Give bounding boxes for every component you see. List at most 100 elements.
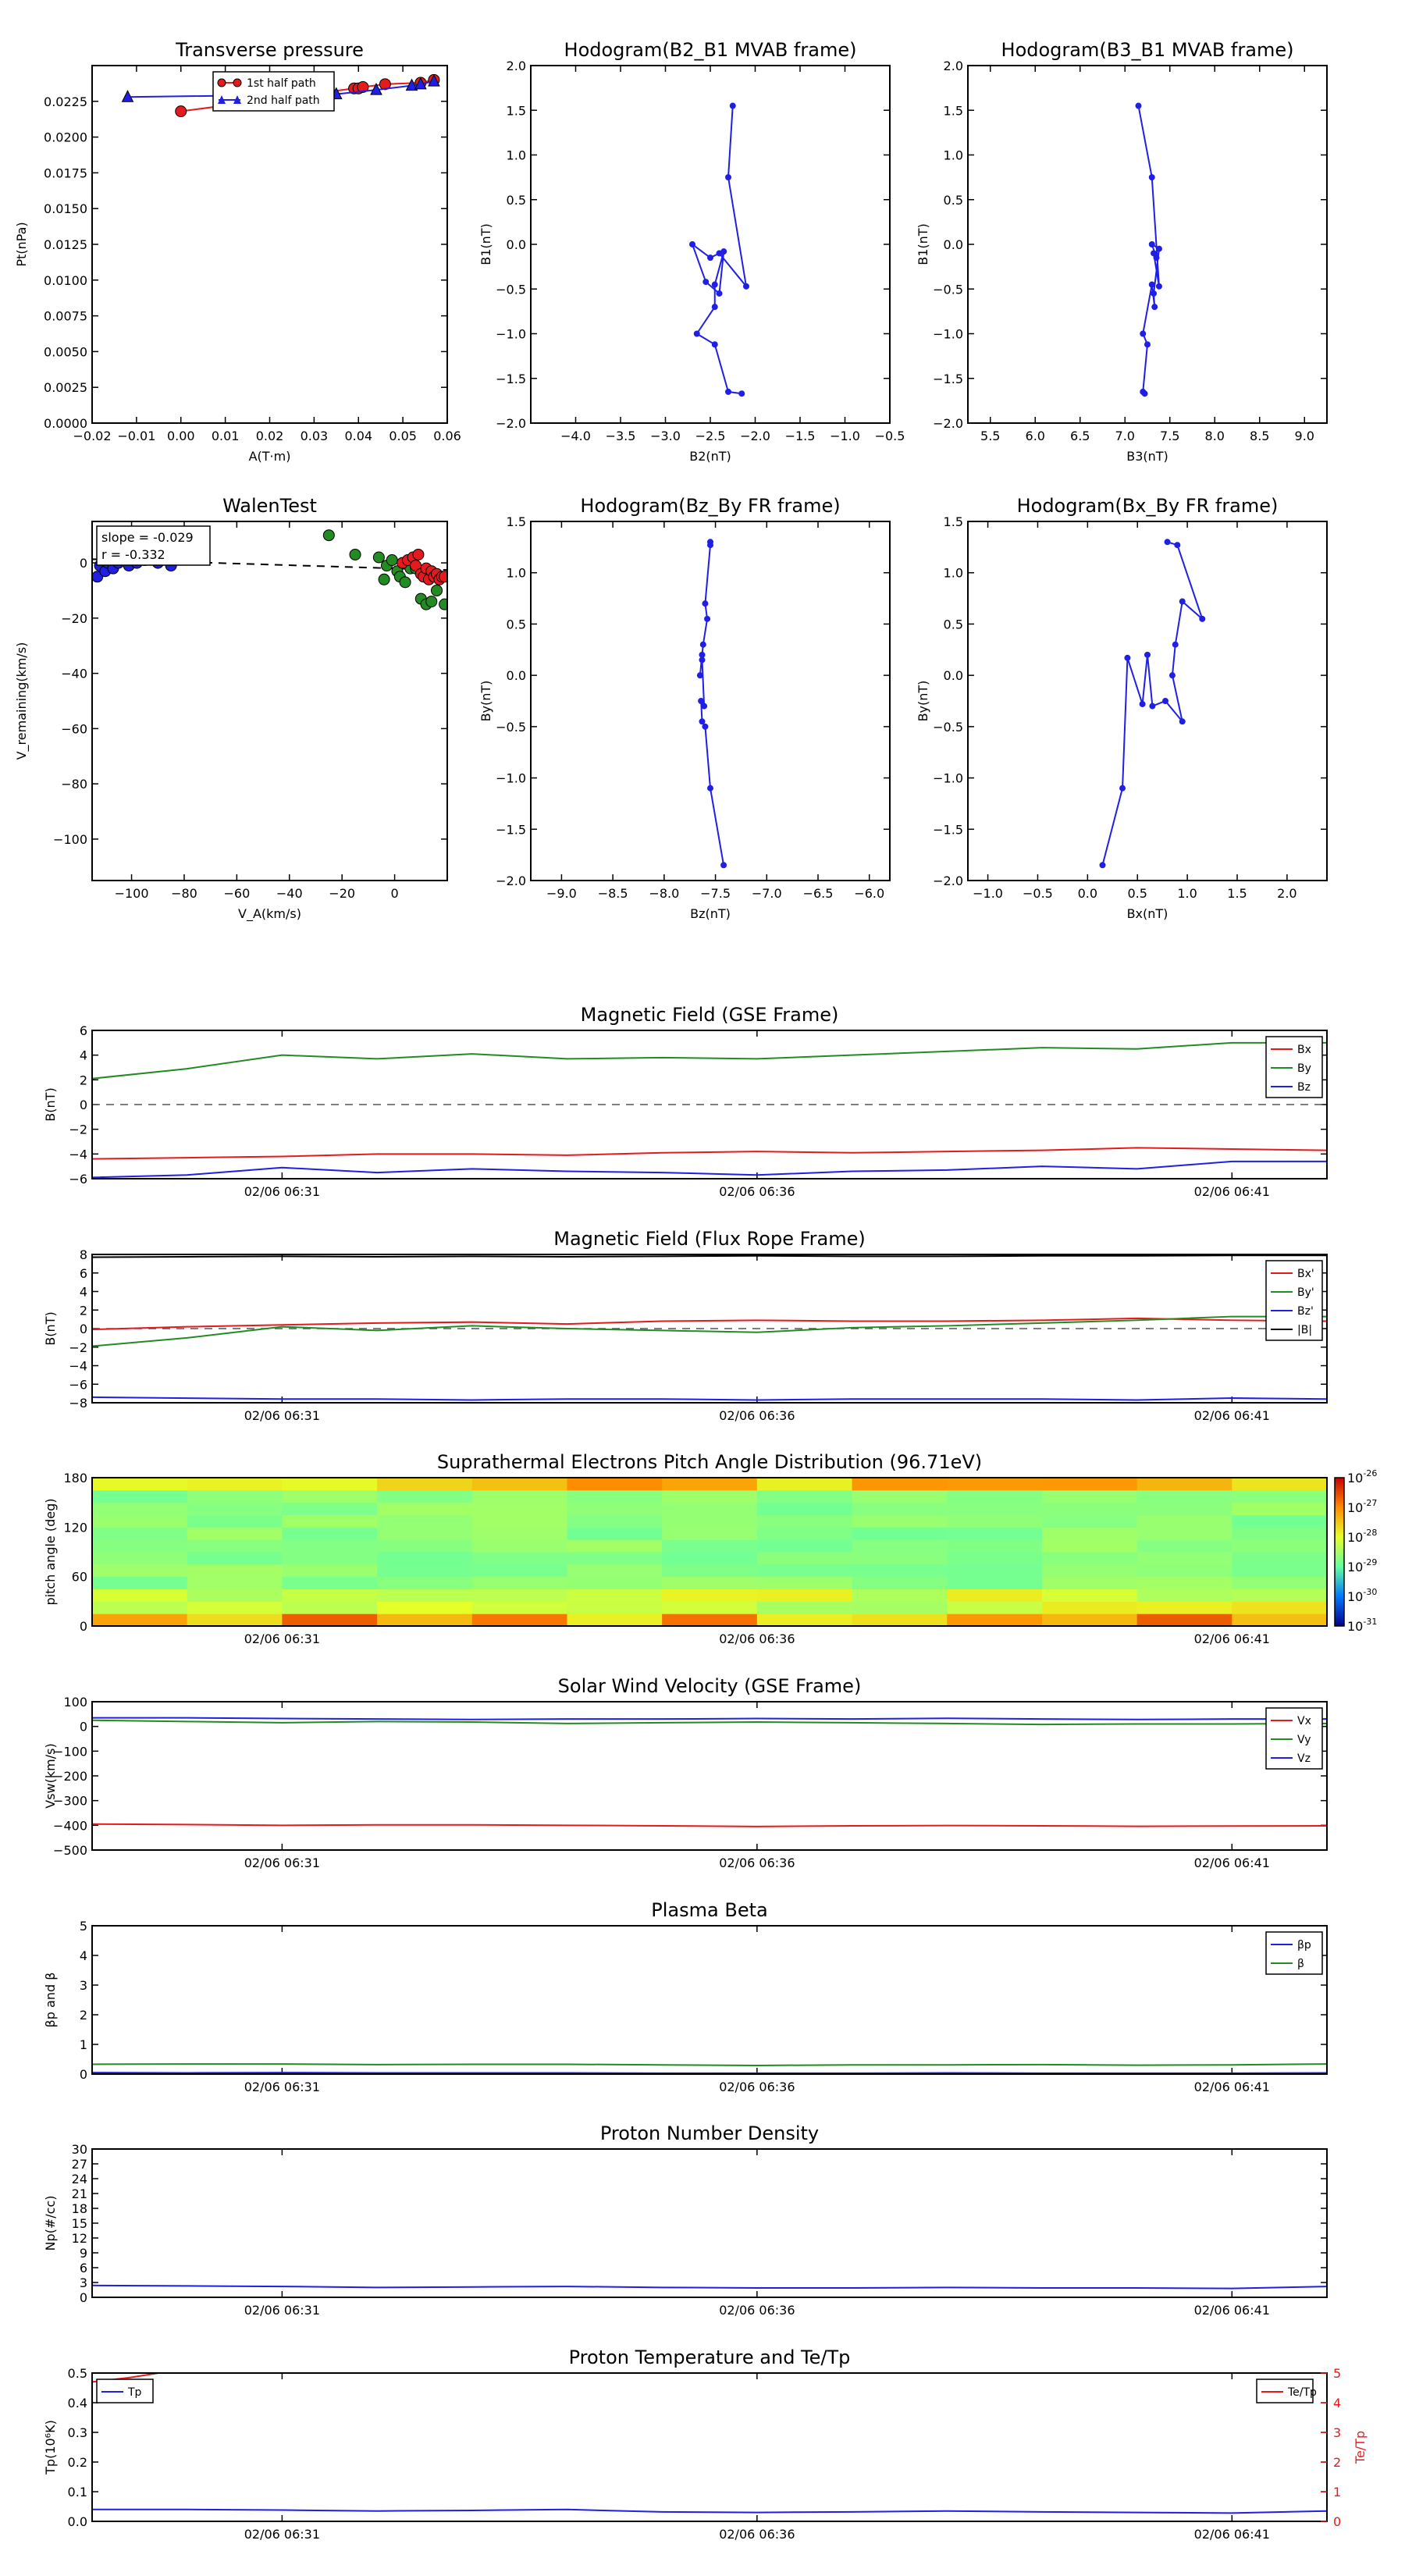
data-point (1172, 641, 1179, 648)
x-tick-label: 0 (390, 886, 398, 901)
heatmap-cell (1136, 1589, 1232, 1602)
heatmap-cell (377, 1564, 473, 1578)
data-point (693, 330, 700, 337)
chart-title: Magnetic Field (GSE Frame) (581, 1004, 839, 1026)
colorbar-exponent: -28 (1363, 1528, 1377, 1538)
y-tick-label: 1.5 (944, 103, 963, 118)
transverse-pressure-panel: Transverse pressure 0.0000 0.0025 0.0050 0.0… (14, 39, 461, 464)
Np-line (92, 2284, 1327, 2290)
Bx'-line (92, 1317, 1327, 1331)
colorbar-label: 10-31 (1347, 1617, 1377, 1634)
y-tick-label: −1.0 (933, 771, 963, 786)
heatmap-cell (282, 1601, 378, 1614)
legend: Te/Tp (1256, 2379, 1317, 2403)
annotation-text: r = -0.332 (101, 547, 165, 562)
y-tick-label: 1.5 (507, 103, 526, 118)
data-point (702, 279, 710, 286)
heatmap-cell (567, 1552, 663, 1565)
x-tick-label: 02/06 06:41 (1194, 2080, 1270, 2094)
x-axis-label: B2(nT) (689, 449, 731, 464)
y-axis-label: V_remaining(km/s) (14, 642, 30, 760)
data-point (1151, 304, 1158, 311)
data-point (701, 703, 708, 710)
heatmap-cell (377, 1489, 473, 1503)
plot-frame (91, 65, 448, 424)
legend: βp β (1265, 1931, 1323, 1975)
plot-frame (91, 1925, 1328, 2075)
x-tick-label: 0.04 (344, 429, 372, 443)
y-tick-label: 0.0200 (44, 130, 87, 145)
x-tick-label: 02/06 06:41 (1194, 1408, 1270, 1423)
data-point (121, 90, 134, 102)
y-tick-label: 0 (80, 1619, 87, 1634)
y-tick-label: 0.0075 (44, 309, 87, 324)
y-tick-label: 0.0225 (44, 94, 87, 109)
heatmap-cell (567, 1601, 663, 1614)
x-tick-label: −0.5 (875, 429, 905, 443)
plot-area (92, 2284, 1327, 2290)
y-tick-label: 6 (80, 1023, 87, 1038)
heatmap-cell (852, 1589, 948, 1602)
colorbar-label: 10-27 (1347, 1498, 1377, 1515)
plot-frame (91, 1477, 1328, 1627)
heatmap-cell (471, 1514, 567, 1528)
data-point (425, 596, 438, 608)
data-point (725, 388, 731, 395)
data-point (698, 698, 705, 704)
data-point (1174, 542, 1181, 549)
colorbar-exponent: -26 (1363, 1468, 1377, 1478)
heatmap-cell (567, 1576, 663, 1589)
y-tick-label: 0.2 (68, 2455, 87, 2470)
heatmap-cell (187, 1552, 283, 1565)
data-point (1151, 250, 1158, 257)
heatmap-cell (92, 1589, 188, 1602)
data-point (1144, 651, 1151, 658)
colorbar-label: 10-29 (1347, 1557, 1377, 1574)
heatmap-cell (282, 1489, 378, 1503)
heatmap-cell (1232, 1564, 1327, 1578)
Vx-line (92, 1823, 1327, 1827)
x-tick-label: 0.02 (256, 429, 284, 443)
heatmap-cell (852, 1564, 948, 1578)
data-point (1155, 283, 1162, 290)
heatmap-cell (1232, 1514, 1327, 1528)
y-axis-label: B(nT) (43, 1087, 58, 1121)
x-tick-label: 02/06 06:36 (719, 1631, 795, 1646)
y-tick-label: 100 (63, 1695, 87, 1710)
legend-label: Bx (1297, 1044, 1311, 1056)
chart-title: Hodogram(Bx_By FR frame) (1017, 495, 1279, 517)
plot-area (92, 2373, 1327, 2514)
x-tick-label: −0.01 (117, 429, 155, 443)
solar-wind-velocity-panel: Solar Wind Velocity (GSE Frame) −500 −400 −… (43, 1675, 1328, 1870)
heatmap-cell (1136, 1478, 1232, 1491)
heatmap-cell (471, 1601, 567, 1614)
legend-label: Tp (127, 2386, 142, 2399)
heatmap-cell (567, 1527, 663, 1540)
y-tick-label: 1.0 (507, 148, 526, 163)
data-point (729, 102, 736, 109)
hodogram-b2-b1-panel: Hodogram(B2_B1 MVAB frame) −2.0 −1.5 −1.0 −0… (478, 39, 905, 464)
data-point (1148, 174, 1155, 181)
y-tick-label: 1.0 (507, 566, 526, 581)
y-tick-label: −0.5 (496, 282, 526, 297)
plot-frame (967, 65, 1328, 424)
heatmap-cell (282, 1539, 378, 1553)
x-axis-label: B3(nT) (1126, 449, 1168, 464)
y-tick-label: −0.5 (933, 282, 963, 297)
plot-frame (91, 2148, 1328, 2298)
x-tick-label: 02/06 06:41 (1194, 1856, 1270, 1870)
right-tick-label: 5 (1333, 2366, 1341, 2381)
y-axis-label: pitch angle (deg) (43, 1498, 58, 1605)
x-tick-label: −100 (115, 886, 149, 901)
y-tick-label: −2.0 (496, 873, 526, 888)
plot-frame (967, 521, 1328, 881)
y-tick-label: 0.0 (68, 2514, 87, 2529)
x-tick-label: 5.5 (980, 429, 1000, 443)
heatmap-cell (662, 1576, 758, 1589)
heatmap-cell (947, 1552, 1043, 1565)
series-line (1137, 105, 1161, 394)
heatmap-cell (377, 1478, 473, 1491)
y-tick-label: −40 (61, 667, 87, 681)
y-tick-label: −0.5 (496, 720, 526, 735)
heatmap-cell (1136, 1527, 1232, 1540)
